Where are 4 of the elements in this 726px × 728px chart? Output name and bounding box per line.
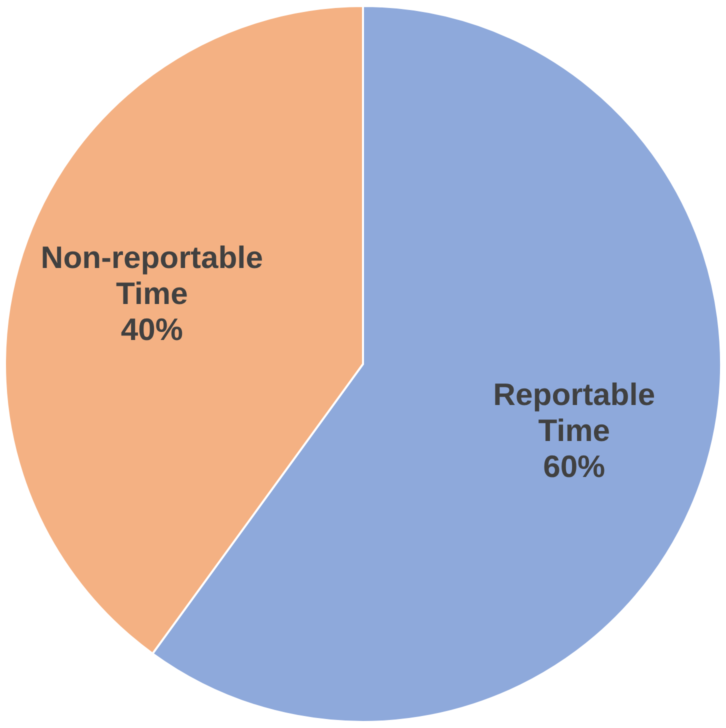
data-label: 60%: [543, 449, 606, 484]
data-label: 40%: [120, 312, 183, 347]
slice-label: Reportable Time: [493, 377, 656, 448]
slice-label: Non-reportable Time: [40, 240, 263, 311]
